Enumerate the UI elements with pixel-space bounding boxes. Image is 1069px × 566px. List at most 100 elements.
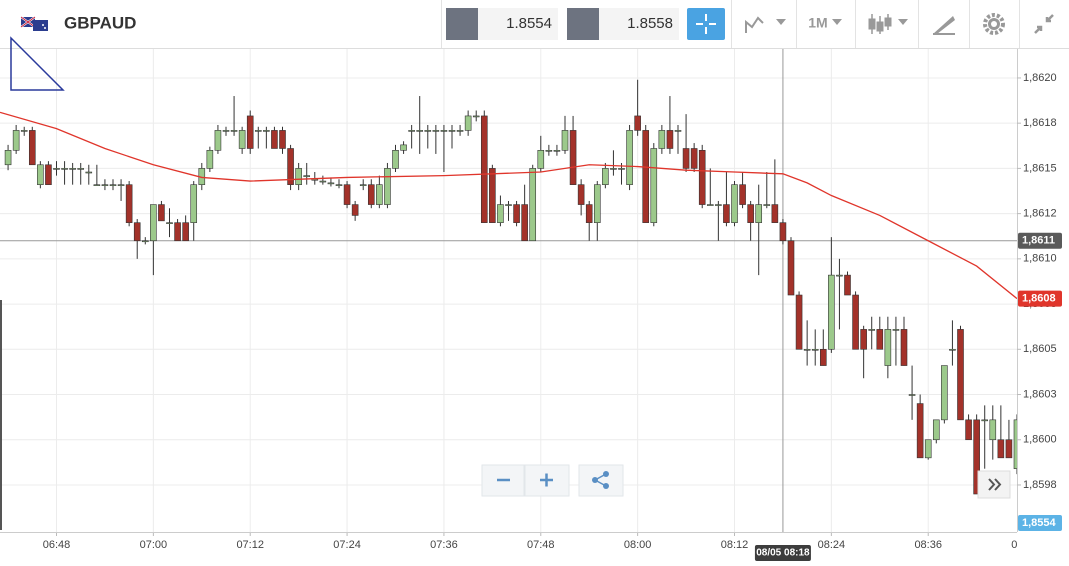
candle-body (432, 130, 440, 132)
crosshair-price-box (1018, 232, 1062, 249)
share-button[interactable] (578, 464, 624, 497)
candle-body (828, 274, 835, 350)
moving-average (0, 111, 1018, 300)
candle-body (957, 329, 964, 421)
candle-body (367, 184, 375, 205)
candle-body (77, 168, 85, 170)
separator (969, 0, 970, 48)
symbol: GBPAUD (64, 13, 136, 32)
candle-body (755, 204, 763, 223)
drawn-triangle[interactable] (10, 36, 65, 91)
candle-body (20, 130, 28, 132)
candle-body (585, 204, 593, 223)
candle-body (779, 222, 787, 242)
candle-body (1005, 439, 1013, 459)
candle-body (868, 329, 876, 331)
chart-type-button[interactable] (745, 16, 786, 33)
candle-body (384, 168, 391, 205)
candle-body (117, 184, 125, 186)
candle-body (844, 274, 851, 296)
candle-body (561, 130, 569, 151)
candle-body (4, 150, 12, 166)
y-axis-panel (1017, 49, 1069, 566)
candle-body (464, 115, 472, 131)
candle-body (303, 175, 311, 177)
x-tick-label: 07:48 (527, 539, 555, 551)
x-tick-label: 07:00 (140, 539, 168, 551)
candle-body (69, 168, 76, 170)
candle-body (263, 130, 270, 132)
candle-body (771, 204, 779, 223)
zoom-out-button[interactable] (481, 464, 525, 497)
candle-body (222, 130, 230, 132)
scroll-right-button[interactable] (977, 470, 1011, 499)
candle-body (739, 184, 746, 205)
candle-body (618, 168, 625, 170)
candle-body (400, 144, 407, 151)
crosshair-button[interactable] (687, 8, 725, 40)
candle-body (214, 130, 222, 151)
candle-body (666, 130, 674, 149)
candle-body (279, 130, 286, 149)
overlay-last: 1,8608 (1022, 293, 1056, 305)
candle-body (440, 130, 448, 132)
candle-body (892, 329, 900, 331)
left-edge (0, 300, 2, 530)
crosshair-price: 1,8611 (1022, 235, 1055, 247)
zoom-in-button[interactable] (524, 464, 570, 497)
ask-box (599, 8, 679, 40)
candle-body (472, 115, 480, 118)
candle-body (569, 130, 577, 185)
candle-body (924, 439, 932, 459)
x-tick-label: 08:00 (624, 539, 652, 551)
candle-body (141, 240, 149, 243)
separator (796, 0, 797, 48)
candle-body (376, 184, 383, 205)
candle-body (416, 130, 424, 132)
bid-button[interactable] (446, 8, 478, 40)
candle-body (513, 204, 520, 223)
price-marker-box (1018, 515, 1062, 531)
candle-body (359, 184, 367, 186)
candle-body (93, 184, 101, 186)
candle-body (763, 204, 771, 206)
candle-body (811, 348, 819, 351)
candle-body (351, 204, 359, 216)
settings-button[interactable] (983, 13, 1005, 35)
candle-body (626, 130, 633, 185)
crosshair-time: 08/05 08:18 (756, 548, 810, 559)
candle-body (327, 182, 335, 185)
candle-body (61, 168, 68, 170)
draw-button[interactable] (933, 16, 955, 35)
candle-body (174, 222, 181, 242)
candle-body (53, 168, 60, 170)
candle-body (505, 204, 512, 206)
x-tick-label: 06:48 (43, 539, 71, 551)
timeframe[interactable]: 1M (808, 15, 827, 31)
candle-style-button[interactable] (868, 14, 908, 34)
candle-body (723, 204, 730, 223)
y-tick-label: 1,8603 (1023, 388, 1057, 400)
candle-body (456, 130, 464, 132)
candle-body (884, 329, 892, 366)
candle-body (271, 130, 278, 149)
crosshair-time-box (754, 545, 811, 561)
flag (20, 16, 48, 31)
candle-body (529, 168, 537, 242)
collapse-button[interactable] (1034, 14, 1054, 34)
candle-body (311, 178, 319, 181)
candle-body (698, 150, 706, 205)
candle-body (908, 394, 916, 396)
x-tick-label: 08:12 (721, 539, 749, 551)
candle-body (497, 204, 504, 223)
candle-body (101, 184, 109, 186)
candle-body (521, 204, 528, 242)
candle-body (190, 184, 198, 223)
ask-button[interactable] (567, 8, 599, 40)
candle-body (836, 274, 843, 277)
candle-body (610, 168, 617, 170)
candle-body (230, 130, 238, 132)
candle-body (715, 204, 722, 206)
candle-body (246, 115, 254, 149)
candle-body (860, 329, 867, 350)
